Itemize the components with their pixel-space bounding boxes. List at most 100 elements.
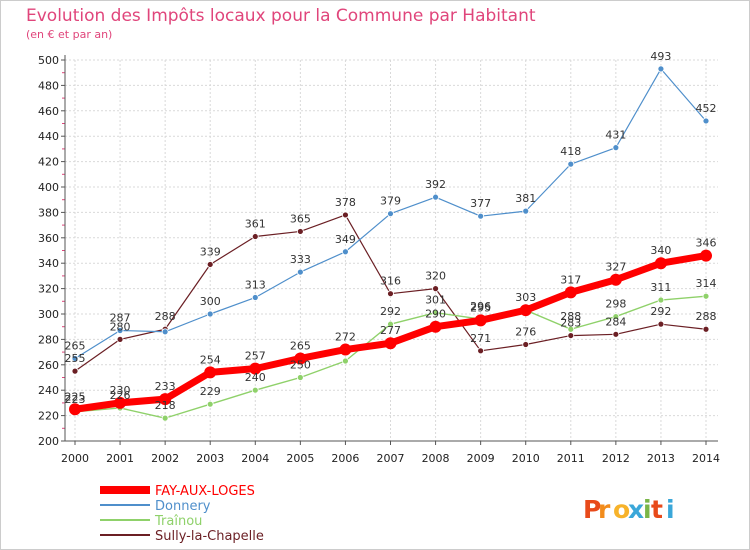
- data-label: 314: [696, 277, 717, 290]
- data-label: 283: [560, 317, 581, 330]
- data-label: 300: [200, 295, 221, 308]
- data-point: [296, 228, 304, 235]
- data-label: 377: [470, 197, 491, 210]
- data-label: 311: [650, 281, 671, 294]
- data-label: 292: [380, 305, 401, 318]
- data-point: [161, 414, 169, 422]
- data-point: [249, 362, 262, 375]
- data-point: [116, 327, 124, 334]
- data-point: [612, 144, 620, 152]
- y-tick-label: 420: [38, 156, 59, 169]
- data-label: 493: [650, 50, 671, 63]
- data-point: [657, 320, 665, 328]
- data-point: [69, 403, 81, 416]
- data-point: [657, 296, 665, 304]
- data-point: [251, 294, 259, 301]
- data-label: 240: [245, 371, 266, 384]
- data-label: 255: [65, 352, 86, 365]
- data-label: 233: [155, 380, 176, 393]
- data-point: [522, 341, 530, 348]
- series-layer: [69, 65, 712, 422]
- data-point: [342, 211, 349, 219]
- data-label: 313: [245, 278, 266, 291]
- x-tick-label: 2014: [692, 452, 720, 465]
- y-tick-label: 300: [38, 308, 59, 321]
- data-point: [612, 313, 620, 320]
- x-tick-label: 2008: [422, 452, 450, 465]
- data-point: [251, 386, 259, 394]
- data-label: 392: [425, 178, 446, 191]
- data-label: 250: [290, 359, 311, 372]
- data-label: 230: [110, 384, 131, 397]
- data-point: [387, 320, 394, 328]
- data-label: 265: [290, 339, 311, 352]
- data-label: 340: [650, 244, 671, 257]
- data-label: 296: [470, 300, 491, 313]
- data-point: [567, 160, 575, 168]
- data-point: [296, 374, 304, 381]
- x-tick-label: 2000: [61, 452, 89, 465]
- axes: 200 220 240 260 280 300 320 340 360 380 400 420 440 4…: [38, 54, 720, 465]
- x-tick-label: 2010: [512, 452, 540, 465]
- brand-letter: P: [583, 495, 601, 524]
- data-label: 257: [245, 350, 266, 363]
- brand-letter: r: [598, 495, 611, 524]
- data-point: [477, 212, 485, 220]
- data-point: [522, 207, 530, 215]
- brand-letter: x: [628, 495, 644, 524]
- brand-letter: o: [613, 495, 630, 524]
- data-label: 317: [560, 273, 581, 286]
- data-point: [251, 233, 259, 240]
- data-label: 327: [605, 261, 626, 274]
- data-point: [206, 400, 214, 408]
- data-label: 254: [200, 353, 221, 366]
- data-label: 295: [470, 301, 491, 314]
- data-point: [609, 273, 622, 286]
- data-label: 431: [605, 129, 626, 142]
- data-label: 316: [380, 275, 401, 288]
- data-point: [161, 328, 169, 336]
- x-tick-label: 2013: [647, 452, 675, 465]
- data-point: [159, 393, 172, 406]
- y-tick-label: 360: [38, 232, 59, 245]
- y-tick-label: 460: [38, 105, 59, 118]
- data-point: [702, 292, 710, 300]
- data-point: [387, 290, 394, 298]
- y-tick-label: 400: [38, 181, 59, 194]
- data-point: [657, 65, 665, 73]
- data-label: 333: [290, 253, 311, 266]
- data-label: 452: [696, 102, 717, 115]
- data-point: [206, 261, 214, 268]
- data-label: 339: [200, 245, 221, 258]
- data-label: 225: [65, 390, 86, 403]
- data-label: 271: [470, 332, 491, 345]
- data-label: 298: [605, 298, 626, 311]
- x-tick-label: 2001: [106, 452, 134, 465]
- legend-label: Sully-la-Chapelle: [155, 529, 264, 544]
- data-label: 303: [515, 291, 536, 304]
- x-tick-label: 2009: [467, 452, 495, 465]
- data-point: [432, 193, 439, 201]
- data-point: [474, 314, 487, 327]
- data-label: 276: [515, 325, 536, 338]
- data-point: [296, 268, 304, 276]
- data-point: [342, 248, 349, 256]
- data-point: [477, 347, 485, 355]
- data-point: [342, 357, 349, 365]
- data-point: [116, 335, 124, 343]
- legend-label: FAY-AUX-LOGES: [155, 484, 255, 499]
- data-point: [702, 325, 710, 333]
- y-tick-label: 280: [38, 333, 59, 346]
- data-label: 288: [560, 310, 581, 323]
- x-tick-label: 2012: [602, 452, 630, 465]
- x-tick-label: 2011: [557, 452, 585, 465]
- data-label: 265: [65, 339, 86, 352]
- data-point: [294, 352, 307, 365]
- data-point: [429, 320, 442, 333]
- data-point: [702, 117, 710, 125]
- chart-title: Evolution des Impôts locaux pour la Comm…: [26, 6, 536, 26]
- data-label: 381: [515, 192, 536, 205]
- data-point: [206, 310, 214, 318]
